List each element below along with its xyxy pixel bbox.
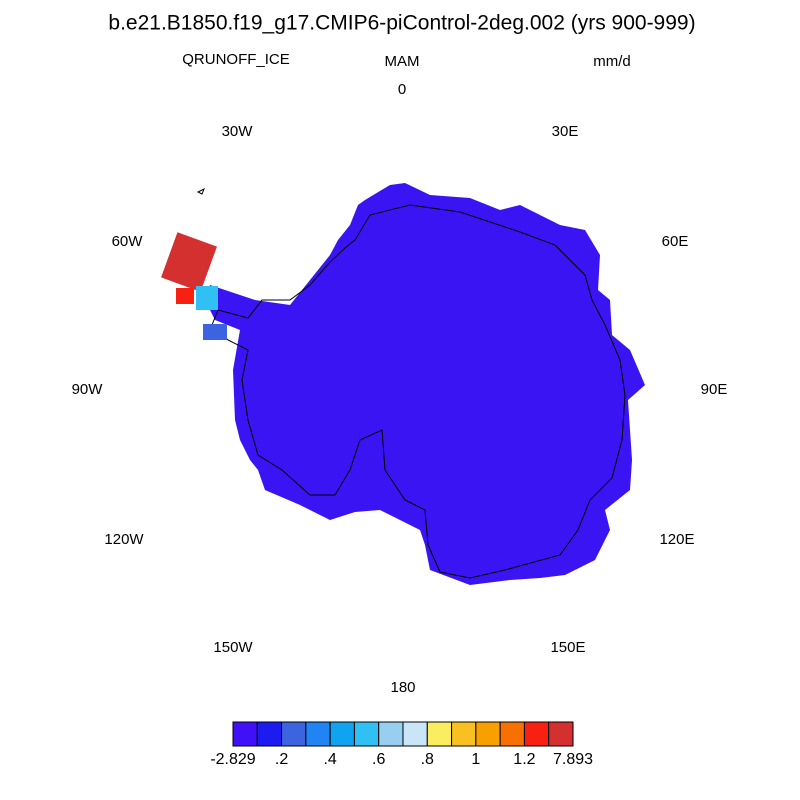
field-patch (203, 324, 227, 340)
colorbar-label: 7.893 (553, 751, 593, 768)
colorbar-box (426, 721, 453, 747)
colorbar-box (499, 721, 525, 747)
colorbar-box (305, 721, 331, 747)
longitude-label: 90W (72, 381, 104, 398)
colorbar-label: 1 (471, 751, 480, 768)
island (196, 187, 205, 195)
colorbar-label: 1.2 (513, 751, 535, 768)
field-patch (161, 232, 217, 292)
colorbar-box (523, 721, 550, 747)
colorbar-label: .8 (421, 751, 434, 768)
right-string: mm/d (593, 53, 631, 70)
colorbar-label: .6 (372, 751, 385, 768)
title: b.e21.B1850.f19_g17.CMIP6-piControl-2deg… (108, 12, 695, 35)
longitude-label: 60E (662, 233, 689, 250)
colorbar-box (548, 721, 574, 747)
colorbar-box (475, 721, 501, 747)
colorbar-box (232, 721, 258, 747)
colorbar-box (329, 721, 355, 747)
longitude-label: 150E (550, 639, 585, 656)
field-patch (176, 288, 194, 304)
colorbar: -2.829 .2 .4 .6 .8 1 1.2 7.893 (210, 721, 593, 768)
longitude-label: 30E (552, 123, 579, 140)
colorbar-label: .2 (275, 751, 288, 768)
colorbar-label: -2.829 (210, 751, 255, 768)
colorbar-box (451, 721, 477, 747)
longitude-label: 0 (398, 81, 406, 98)
longitude-label: 30W (222, 123, 254, 140)
left-string: QRUNOFF_ICE (182, 51, 290, 68)
colorbar-box (378, 721, 404, 747)
longitude-label: 60W (112, 233, 144, 250)
colorbar-label: .4 (323, 751, 336, 768)
longitude-label: 150W (213, 639, 253, 656)
center-string: MAM (385, 53, 420, 70)
colorbar-box (353, 721, 380, 747)
colorbar-box (281, 721, 307, 747)
field-patch (196, 286, 218, 310)
longitude-label: 180 (390, 679, 415, 696)
antarctica-map (161, 183, 645, 585)
longitude-label: 120W (104, 531, 144, 548)
longitude-label: 90E (701, 381, 728, 398)
colorbar-box (402, 721, 428, 747)
field-fill (205, 183, 645, 585)
colorbar-box (256, 721, 283, 747)
longitude-label: 120E (659, 531, 694, 548)
